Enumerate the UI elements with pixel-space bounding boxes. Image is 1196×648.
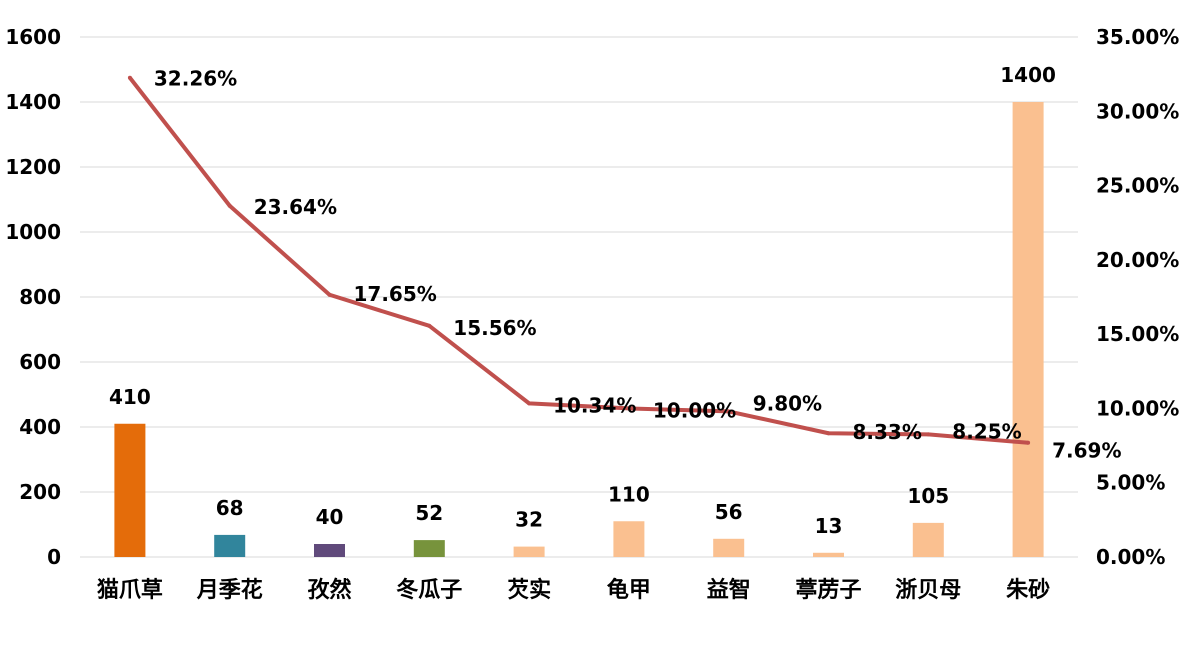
bar bbox=[912, 522, 944, 557]
bar-value-label: 52 bbox=[415, 501, 443, 525]
bar-value-label: 110 bbox=[608, 482, 650, 506]
category-label: 浙贝母 bbox=[895, 578, 961, 603]
line-value-label: 8.25% bbox=[952, 419, 1021, 443]
line-series bbox=[127, 75, 1031, 445]
left-axis-tick-label: 800 bbox=[19, 285, 61, 309]
left-axis-tick-label: 400 bbox=[19, 415, 61, 439]
bar-value-label: 410 bbox=[109, 385, 151, 409]
line-value-label: 10.34% bbox=[553, 393, 636, 417]
bar bbox=[114, 423, 146, 557]
bar-series bbox=[114, 102, 1044, 557]
bar bbox=[713, 538, 745, 557]
left-axis-tick-label: 0 bbox=[47, 545, 61, 569]
right-axis-tick-label: 30.00% bbox=[1096, 99, 1179, 123]
right-axis-tick-label: 5.00% bbox=[1096, 471, 1165, 495]
category-label: 猫爪草 bbox=[97, 577, 163, 603]
left-axis-tick-label: 1600 bbox=[5, 25, 61, 49]
line-point bbox=[1026, 440, 1031, 445]
line-point bbox=[626, 406, 631, 411]
category-label: 月季花 bbox=[196, 577, 263, 603]
line-point bbox=[726, 409, 731, 414]
category-label: 冬瓜子 bbox=[396, 577, 462, 603]
bar bbox=[813, 552, 844, 557]
bar bbox=[613, 521, 645, 557]
line-value-label: 23.64% bbox=[254, 195, 337, 219]
line-value-label: 10.00% bbox=[653, 398, 736, 422]
right-axis-tick-label: 10.00% bbox=[1096, 396, 1179, 420]
line-value-label: 32.26% bbox=[154, 67, 237, 91]
left-axis-tick-label: 600 bbox=[19, 350, 61, 374]
left-axis-tick-label: 1200 bbox=[5, 155, 61, 179]
line-point bbox=[527, 401, 532, 406]
category-label: 龟甲 bbox=[607, 577, 651, 603]
line-value-label: 7.69% bbox=[1052, 439, 1121, 463]
category-label: 朱砂 bbox=[1006, 577, 1050, 603]
left-axis-tick-label: 200 bbox=[19, 480, 61, 504]
right-axis-tick-label: 15.00% bbox=[1096, 322, 1179, 346]
right-axis-tick-label: 25.00% bbox=[1096, 174, 1179, 198]
right-axis-tick-label: 0.00% bbox=[1096, 545, 1165, 569]
gridlines bbox=[80, 36, 1078, 558]
bar bbox=[513, 546, 545, 557]
category-axis: 猫爪草 月季花 孜然 冬瓜子 芡实 龟甲 益智 葶苈子 浙贝母 朱砂 bbox=[97, 577, 1050, 603]
left-axis-tick-label: 1000 bbox=[5, 220, 61, 244]
line-point bbox=[127, 75, 132, 80]
bar-value-label: 1400 bbox=[1000, 63, 1056, 87]
bar-value-labels: 410 68 40 52 32 110 56 13 105 1400 bbox=[109, 63, 1056, 538]
bar bbox=[314, 544, 345, 557]
bar bbox=[214, 534, 246, 557]
bar-value-label: 56 bbox=[715, 500, 743, 524]
bar-value-label: 13 bbox=[815, 514, 843, 538]
bar bbox=[1012, 102, 1044, 557]
right-axis-tick-label: 20.00% bbox=[1096, 248, 1179, 272]
bar-value-label: 40 bbox=[316, 505, 344, 529]
bar-value-label: 32 bbox=[515, 508, 543, 532]
bar bbox=[413, 540, 445, 557]
right-axis-tick-label: 35.00% bbox=[1096, 25, 1179, 49]
bar-value-label: 68 bbox=[216, 496, 244, 520]
line-path bbox=[128, 76, 1029, 445]
category-label: 益智 bbox=[707, 577, 751, 603]
category-label: 芡实 bbox=[507, 577, 551, 603]
line-point bbox=[826, 431, 831, 436]
category-label: 孜然 bbox=[307, 577, 351, 603]
line-value-label: 9.80% bbox=[753, 391, 822, 415]
line-value-labels: 32.26% 23.64% 17.65% 15.56% 10.34% 10.00% 9.80… bbox=[154, 67, 1122, 463]
line-value-label: 15.56% bbox=[453, 316, 536, 340]
line-point bbox=[327, 292, 332, 297]
right-axis-ticks: 0.00% 5.00% 10.00% 15.00% 20.00% 25.00% 30.00%… bbox=[1096, 25, 1179, 569]
left-axis-ticks: 0 200 400 600 800 1000 1200 1400 1600 bbox=[5, 25, 61, 569]
line-point bbox=[926, 432, 931, 437]
line-point bbox=[227, 203, 232, 208]
line-value-label: 8.33% bbox=[853, 420, 922, 444]
left-axis-tick-label: 1400 bbox=[5, 90, 61, 114]
bar-value-label: 105 bbox=[907, 484, 949, 508]
line-point bbox=[427, 323, 432, 328]
category-label: 葶苈子 bbox=[795, 577, 861, 603]
line-value-label: 17.65% bbox=[354, 282, 437, 306]
